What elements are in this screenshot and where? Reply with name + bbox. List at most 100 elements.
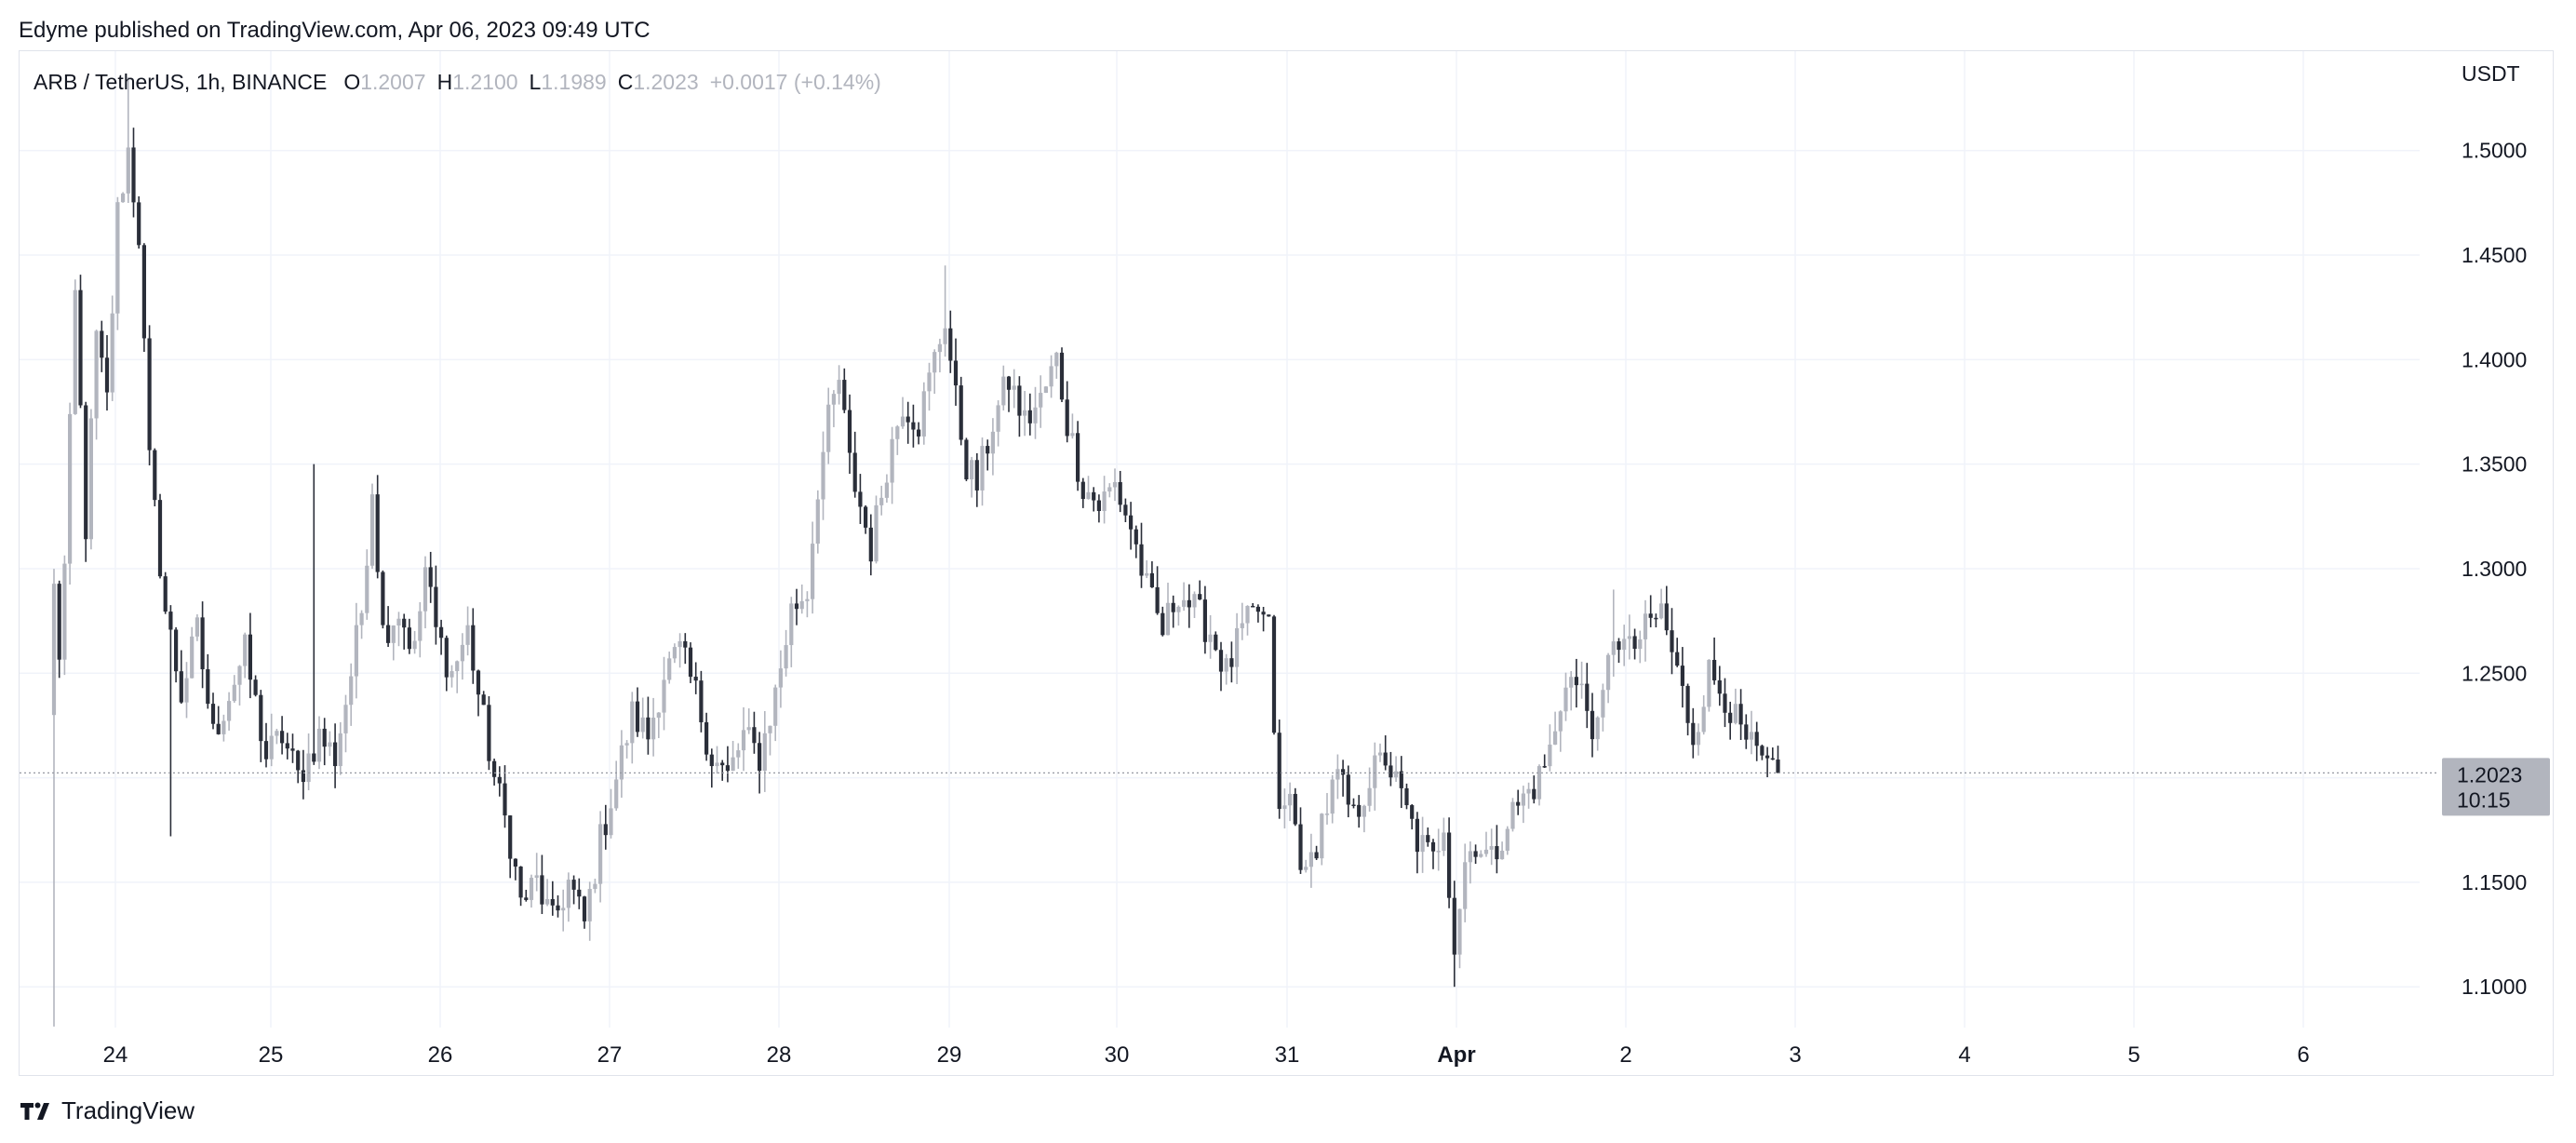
candle[interactable] (1330, 774, 1335, 824)
candle[interactable] (811, 521, 815, 614)
candle[interactable] (1558, 710, 1563, 752)
candle[interactable] (974, 452, 979, 507)
candle[interactable] (1632, 628, 1637, 660)
candle[interactable] (1420, 816, 1425, 873)
candle[interactable] (1277, 719, 1281, 819)
candle[interactable] (444, 635, 449, 692)
candle[interactable] (1139, 522, 1144, 588)
candle[interactable] (391, 625, 396, 661)
candle[interactable] (1351, 798, 1356, 809)
tradingview-brand[interactable]: TradingView (19, 1096, 195, 1125)
candle[interactable] (720, 760, 725, 781)
candle[interactable] (943, 265, 947, 357)
candle[interactable] (635, 687, 640, 737)
candle[interactable] (593, 879, 597, 894)
candle[interactable] (672, 643, 677, 664)
candle[interactable] (656, 712, 661, 739)
candle[interactable] (104, 335, 110, 411)
candle[interactable] (1202, 585, 1207, 654)
candle[interactable] (1754, 721, 1759, 761)
candle[interactable] (1447, 817, 1452, 908)
candle[interactable] (1399, 756, 1403, 809)
candle[interactable] (534, 853, 539, 892)
candle[interactable] (1229, 641, 1234, 683)
candle[interactable] (667, 652, 672, 684)
candle[interactable] (1463, 843, 1468, 922)
candle[interactable] (1149, 561, 1154, 588)
candle[interactable] (1107, 483, 1112, 498)
candle[interactable] (948, 310, 953, 373)
candle[interactable] (1606, 652, 1611, 704)
candle[interactable] (1536, 764, 1542, 806)
candle[interactable] (1436, 828, 1441, 871)
candle[interactable] (1404, 783, 1409, 810)
candle[interactable] (518, 866, 523, 907)
candle[interactable] (921, 382, 926, 445)
candle[interactable] (449, 665, 454, 688)
candle[interactable] (1717, 666, 1722, 706)
candle[interactable] (190, 626, 195, 679)
candle[interactable] (216, 706, 221, 735)
candle[interactable] (1670, 608, 1674, 675)
candle[interactable] (328, 731, 332, 757)
candle[interactable] (545, 879, 550, 907)
candle[interactable] (630, 692, 635, 764)
candle[interactable] (1023, 391, 1027, 437)
candle[interactable] (609, 788, 613, 839)
candle[interactable] (927, 362, 932, 411)
candle[interactable] (582, 895, 587, 929)
candle[interactable] (418, 601, 423, 658)
candle[interactable] (1728, 701, 1733, 740)
candle[interactable] (402, 613, 407, 650)
candle[interactable] (577, 878, 582, 909)
candle[interactable] (1092, 487, 1096, 512)
candle[interactable] (1680, 647, 1684, 708)
candle[interactable] (57, 580, 61, 679)
candle[interactable] (556, 894, 560, 918)
candle[interactable] (1685, 683, 1690, 736)
candle[interactable] (1532, 775, 1536, 804)
candle[interactable] (1198, 580, 1202, 600)
candle[interactable] (1452, 881, 1456, 988)
candle[interactable] (157, 493, 163, 579)
candle[interactable] (561, 889, 566, 932)
candle[interactable] (1076, 421, 1080, 491)
candle[interactable] (1712, 637, 1717, 685)
candle[interactable] (1489, 828, 1494, 866)
candle[interactable] (263, 722, 269, 768)
candle[interactable] (821, 431, 825, 520)
candle[interactable] (768, 725, 772, 756)
candle[interactable] (375, 475, 380, 579)
candle[interactable] (1367, 767, 1372, 812)
candle[interactable] (1415, 812, 1419, 874)
candle[interactable] (614, 760, 619, 812)
candle[interactable] (68, 402, 73, 585)
candle[interactable] (1627, 614, 1631, 660)
candle[interactable] (1521, 786, 1525, 824)
candle[interactable] (1308, 833, 1313, 888)
candle[interactable] (428, 551, 433, 603)
candle[interactable] (1542, 754, 1547, 769)
candle[interactable] (423, 556, 428, 629)
candle[interactable] (1510, 798, 1515, 832)
candle[interactable] (476, 669, 481, 717)
candle[interactable] (1664, 585, 1669, 636)
candle[interactable] (986, 439, 990, 471)
candle[interactable] (1235, 612, 1240, 684)
candle[interactable] (826, 387, 831, 464)
candle[interactable] (338, 721, 342, 775)
candle[interactable] (1049, 355, 1053, 398)
candle[interactable] (762, 710, 767, 792)
candle[interactable] (110, 295, 114, 401)
candle[interactable] (1182, 582, 1187, 612)
candle[interactable] (163, 572, 168, 614)
candle[interactable] (1208, 614, 1213, 659)
candle[interactable] (1563, 672, 1568, 721)
candle[interactable] (746, 708, 751, 734)
candle[interactable] (1760, 744, 1764, 760)
candle[interactable] (439, 619, 444, 655)
candle[interactable] (322, 718, 327, 766)
candle[interactable] (1165, 583, 1171, 636)
candle[interactable] (386, 606, 391, 647)
candle[interactable] (508, 814, 513, 879)
